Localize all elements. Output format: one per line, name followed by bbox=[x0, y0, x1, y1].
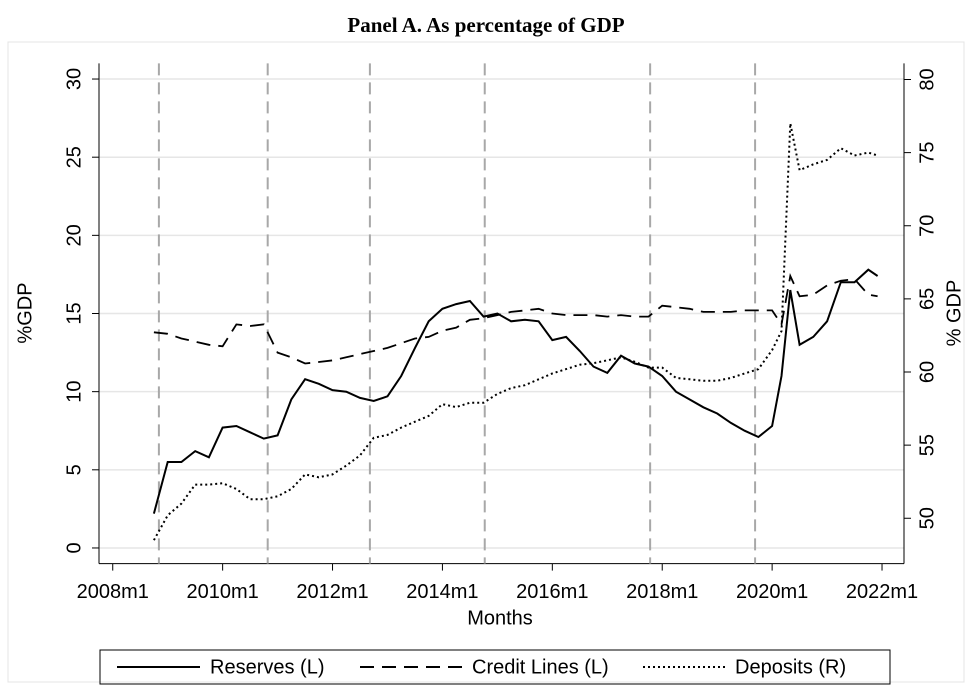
series-line bbox=[152, 268, 879, 514]
y-axis-label: %GDP bbox=[14, 282, 36, 343]
chart-title: Panel A. As percentage of GDP bbox=[347, 13, 624, 37]
y2-tick-label: 80 bbox=[916, 68, 938, 90]
y-tick-label: 30 bbox=[63, 68, 85, 90]
x-tick-label: 2018m1 bbox=[626, 581, 698, 603]
legend-box bbox=[99, 649, 891, 685]
y-tick-label: 25 bbox=[63, 146, 85, 168]
y2-tick-label: 70 bbox=[916, 215, 938, 237]
y-tick-label: 15 bbox=[63, 302, 85, 324]
x-tick-label: 2012m1 bbox=[296, 581, 368, 603]
x-tick-label: 2008m1 bbox=[77, 581, 149, 603]
y-tick-label: 10 bbox=[63, 381, 85, 403]
x-axis-label: Months bbox=[467, 607, 533, 629]
y2-tick-label: 60 bbox=[916, 361, 938, 383]
legend-label: Reserves (L) bbox=[210, 656, 324, 678]
y-tick-label: 20 bbox=[63, 224, 85, 246]
y-tick-label: 5 bbox=[63, 464, 85, 475]
x-tick-label: 2020m1 bbox=[736, 581, 808, 603]
series-line bbox=[153, 123, 878, 541]
series-line bbox=[153, 273, 878, 365]
y2-tick-label: 75 bbox=[916, 141, 938, 163]
x-tick-label: 2016m1 bbox=[516, 581, 588, 603]
y2-tick-label: 55 bbox=[916, 434, 938, 456]
legend-label: Deposits (R) bbox=[735, 656, 846, 678]
y2-tick-label: 65 bbox=[916, 288, 938, 310]
y-tick-label: 0 bbox=[63, 542, 85, 553]
x-tick-label: 2010m1 bbox=[186, 581, 258, 603]
y2-axis-label: % GDP bbox=[943, 280, 965, 347]
x-tick-label: 2022m1 bbox=[846, 581, 918, 603]
y2-tick-label: 50 bbox=[916, 507, 938, 529]
outer-frame bbox=[7, 41, 965, 683]
x-tick-label: 2014m1 bbox=[406, 581, 478, 603]
legend-label: Credit Lines (L) bbox=[472, 656, 609, 678]
